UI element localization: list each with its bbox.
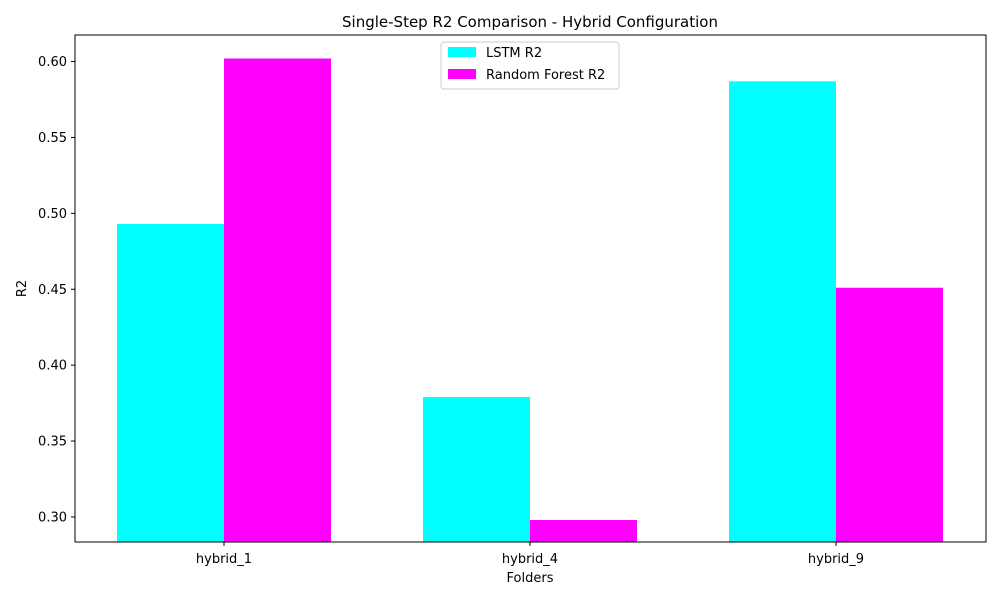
y-tick-label: 0.60 xyxy=(38,55,67,70)
y-tick-label: 0.50 xyxy=(38,207,67,222)
x-tick-label: hybrid_1 xyxy=(196,552,252,567)
y-tick-label: 0.35 xyxy=(38,435,67,450)
x-tick-label: hybrid_4 xyxy=(502,552,558,567)
bar-random-forest-r2-hybrid_4 xyxy=(530,519,637,542)
bar-lstm-r2-hybrid_1 xyxy=(117,223,224,543)
bar-random-forest-r2-hybrid_9 xyxy=(836,287,943,542)
y-axis: 0.30 0.35 0.40 0.45 0.50 0.55 0.60 xyxy=(38,55,75,525)
y-axis-label: R2 xyxy=(15,280,30,297)
legend-swatch-random-forest-r2 xyxy=(448,69,476,79)
bars-layer xyxy=(117,58,943,543)
legend-label: LSTM R2 xyxy=(486,46,542,61)
y-tick-label: 0.40 xyxy=(38,359,67,374)
x-axis-label: Folders xyxy=(507,571,554,586)
legend-box xyxy=(440,41,620,90)
y-tick-label: 0.30 xyxy=(38,510,67,525)
bar-lstm-r2-hybrid_9 xyxy=(729,81,836,542)
legend: LSTM R2 Random Forest R2 xyxy=(440,41,620,90)
chart-title: Single-Step R2 Comparison - Hybrid Confi… xyxy=(342,13,718,31)
x-axis: hybrid_1 hybrid_4 hybrid_9 xyxy=(196,542,864,567)
bar-lstm-r2-hybrid_4 xyxy=(423,397,530,542)
x-tick-label: hybrid_9 xyxy=(808,552,864,567)
y-tick-label: 0.55 xyxy=(38,131,67,146)
legend-label: Random Forest R2 xyxy=(486,68,605,83)
y-tick-label: 0.45 xyxy=(38,283,67,298)
legend-swatch-lstm-r2 xyxy=(448,47,476,57)
bar-random-forest-r2-hybrid_1 xyxy=(224,58,331,542)
